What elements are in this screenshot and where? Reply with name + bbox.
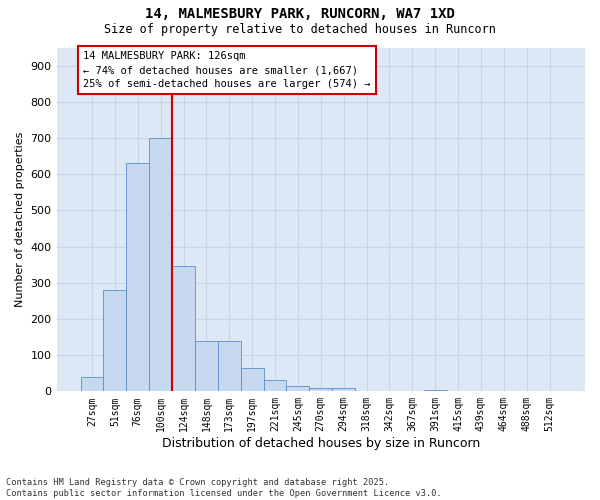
Text: 14 MALMESBURY PARK: 126sqm
← 74% of detached houses are smaller (1,667)
25% of s: 14 MALMESBURY PARK: 126sqm ← 74% of deta… <box>83 51 370 89</box>
Bar <box>424 390 446 392</box>
Text: Contains HM Land Registry data © Crown copyright and database right 2025.
Contai: Contains HM Land Registry data © Crown c… <box>6 478 442 498</box>
Bar <box>80 377 103 392</box>
Bar <box>172 266 195 392</box>
Bar <box>103 290 127 392</box>
Bar <box>241 368 263 392</box>
Bar <box>286 386 310 392</box>
Y-axis label: Number of detached properties: Number of detached properties <box>15 132 25 307</box>
X-axis label: Distribution of detached houses by size in Runcorn: Distribution of detached houses by size … <box>161 437 480 450</box>
Bar <box>310 388 332 392</box>
Bar <box>127 164 149 392</box>
Bar <box>263 380 286 392</box>
Bar <box>195 340 218 392</box>
Text: 14, MALMESBURY PARK, RUNCORN, WA7 1XD: 14, MALMESBURY PARK, RUNCORN, WA7 1XD <box>145 8 455 22</box>
Bar <box>149 138 172 392</box>
Bar <box>332 388 355 392</box>
Text: Size of property relative to detached houses in Runcorn: Size of property relative to detached ho… <box>104 22 496 36</box>
Bar <box>218 340 241 392</box>
